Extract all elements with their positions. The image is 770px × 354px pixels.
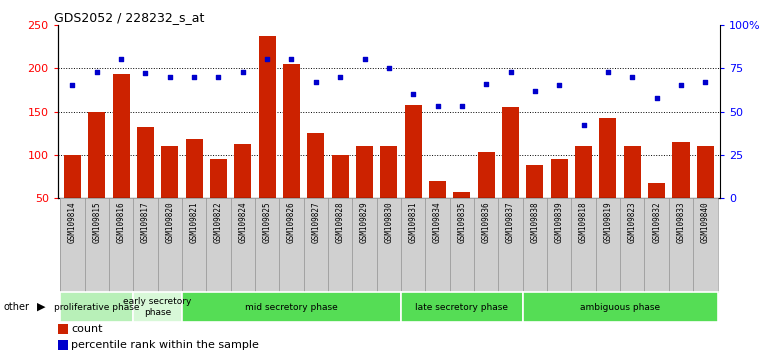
Text: GSM109820: GSM109820 (166, 201, 174, 243)
Bar (234, 144, 251, 198)
Point (675, 82, 687, 88)
Bar (182, 292, 401, 322)
Text: late secretory phase: late secretory phase (415, 303, 508, 312)
Text: GDS2052 / 228232_s_at: GDS2052 / 228232_s_at (55, 11, 205, 24)
Point (358, 57, 370, 62)
Text: GSM109840: GSM109840 (701, 201, 710, 243)
Bar (429, 181, 446, 198)
Point (578, 122, 590, 128)
Point (431, 103, 444, 109)
Text: GSM109838: GSM109838 (531, 201, 540, 243)
Text: GSM109827: GSM109827 (311, 201, 320, 243)
Text: GSM109830: GSM109830 (384, 201, 393, 243)
Point (286, 57, 298, 62)
Point (261, 57, 273, 62)
Text: GSM109814: GSM109814 (68, 201, 77, 243)
Bar (186, 139, 203, 198)
Bar (454, 192, 470, 198)
Bar (551, 159, 567, 198)
Text: mid secretory phase: mid secretory phase (245, 303, 338, 312)
Point (163, 74, 176, 80)
Point (383, 65, 395, 71)
Text: ambiguous phase: ambiguous phase (580, 303, 660, 312)
Point (480, 81, 492, 87)
Bar (697, 146, 714, 198)
Point (115, 57, 127, 62)
Text: GSM109836: GSM109836 (482, 201, 490, 243)
Point (236, 69, 249, 74)
Text: GSM109815: GSM109815 (92, 201, 101, 243)
Bar (401, 292, 523, 322)
Text: proliferative phase: proliferative phase (54, 303, 139, 312)
Text: GSM109822: GSM109822 (214, 201, 223, 243)
Text: GSM109833: GSM109833 (677, 201, 685, 243)
Bar (523, 292, 718, 322)
Point (407, 91, 420, 97)
Point (504, 69, 517, 74)
Bar (332, 155, 349, 198)
Bar (527, 165, 544, 198)
Point (310, 79, 322, 85)
Text: GSM109832: GSM109832 (652, 201, 661, 243)
Text: count: count (71, 324, 102, 334)
Text: GSM109826: GSM109826 (287, 201, 296, 243)
Point (213, 74, 225, 80)
Bar (259, 36, 276, 198)
Text: GSM109817: GSM109817 (141, 201, 150, 243)
Text: GSM109819: GSM109819 (604, 201, 612, 243)
Bar (137, 127, 154, 198)
Text: GSM109835: GSM109835 (457, 201, 467, 243)
Bar (502, 107, 519, 198)
Bar (89, 112, 105, 198)
Text: ▶: ▶ (37, 302, 45, 312)
Bar (283, 64, 300, 198)
Text: GSM109839: GSM109839 (554, 201, 564, 243)
Bar (405, 105, 422, 198)
Point (553, 82, 565, 88)
Bar (624, 146, 641, 198)
Text: GSM109816: GSM109816 (116, 201, 126, 243)
Text: other: other (4, 302, 30, 312)
Point (91, 69, 103, 74)
Bar (575, 146, 592, 198)
Bar (58, 340, 69, 350)
Text: GSM109818: GSM109818 (579, 201, 588, 243)
Point (334, 74, 346, 80)
Point (651, 95, 663, 101)
Bar (161, 146, 179, 198)
Bar (112, 74, 129, 198)
Text: GSM109823: GSM109823 (628, 201, 637, 243)
Text: GSM109828: GSM109828 (336, 201, 345, 243)
Bar (60, 292, 133, 322)
Point (699, 79, 711, 85)
Bar (672, 142, 689, 198)
Point (529, 88, 541, 93)
Point (626, 74, 638, 80)
Text: GSM109829: GSM109829 (360, 201, 369, 243)
Bar (356, 146, 373, 198)
Bar (210, 159, 227, 198)
Point (188, 74, 200, 80)
Bar (58, 324, 69, 334)
Text: GSM109821: GSM109821 (189, 201, 199, 243)
Bar (477, 152, 495, 198)
Text: early secretory
phase: early secretory phase (123, 297, 192, 317)
Text: GSM109831: GSM109831 (409, 201, 417, 243)
Point (139, 70, 152, 76)
Bar (64, 155, 81, 198)
Point (456, 103, 468, 109)
Text: GSM109825: GSM109825 (263, 201, 272, 243)
Bar (380, 146, 397, 198)
Text: percentile rank within the sample: percentile rank within the sample (71, 340, 259, 350)
Point (66, 82, 79, 88)
Text: GSM109834: GSM109834 (433, 201, 442, 243)
Bar (599, 118, 617, 198)
Bar (133, 292, 182, 322)
Text: GSM109824: GSM109824 (238, 201, 247, 243)
Text: GSM109837: GSM109837 (506, 201, 515, 243)
Bar (307, 133, 324, 198)
Bar (648, 183, 665, 198)
Point (602, 69, 614, 74)
